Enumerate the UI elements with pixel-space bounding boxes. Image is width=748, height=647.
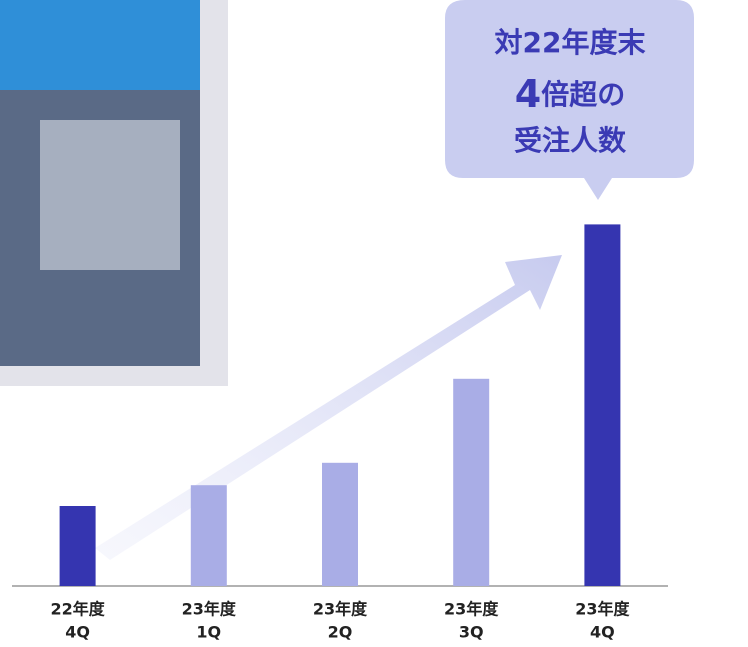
x-tick-label: 23年度 bbox=[575, 600, 630, 619]
callout-bubble bbox=[445, 0, 694, 200]
callout-line: 4倍超の bbox=[515, 72, 625, 116]
photo-wall bbox=[0, 0, 200, 90]
x-tick-label: 23年度 bbox=[444, 600, 499, 619]
trend-arrow bbox=[95, 255, 562, 560]
bar bbox=[584, 224, 621, 586]
x-tick-label: 23年度 bbox=[313, 600, 368, 619]
bar bbox=[453, 378, 490, 586]
bar bbox=[59, 506, 96, 586]
x-tick-label: 4Q bbox=[590, 623, 615, 642]
callout-line: 受注人数 bbox=[514, 124, 627, 157]
x-tick-label: 2Q bbox=[328, 623, 353, 642]
bar bbox=[190, 485, 227, 586]
x-tick-label: 23年度 bbox=[182, 600, 237, 619]
callout-emphasis: 4 bbox=[515, 72, 541, 116]
photo-detail bbox=[40, 120, 180, 270]
x-tick-label: 3Q bbox=[459, 623, 484, 642]
callout-line: 対22年度末 bbox=[495, 26, 646, 59]
x-tick-label: 4Q bbox=[65, 623, 90, 642]
x-tick-label: 22年度 bbox=[50, 600, 105, 619]
callout-text: 倍超の bbox=[541, 78, 625, 111]
x-tick-label: 1Q bbox=[196, 623, 221, 642]
bar bbox=[322, 462, 358, 586]
